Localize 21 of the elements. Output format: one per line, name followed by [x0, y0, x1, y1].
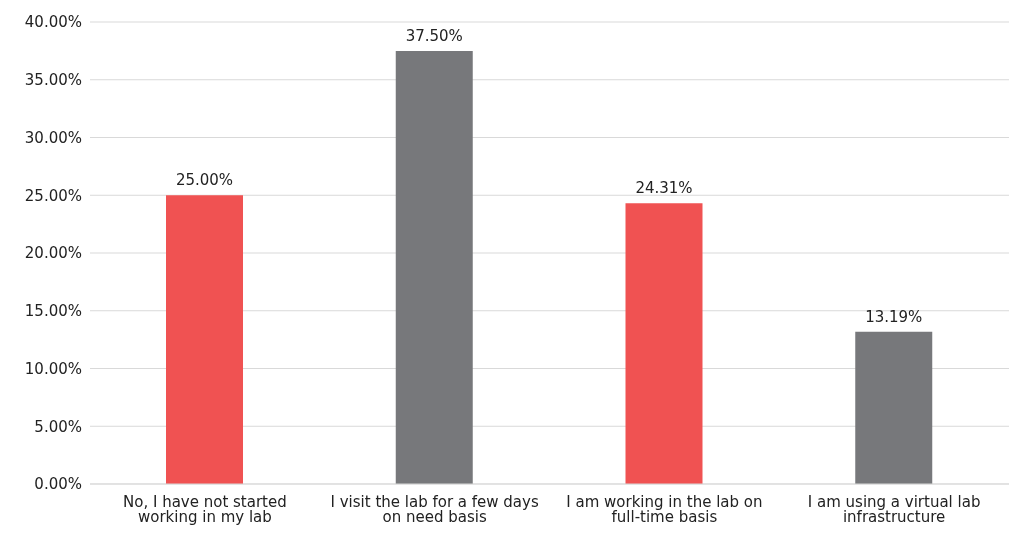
bar	[166, 195, 243, 484]
x-tick-label: I am working in the lab on full-time basis	[566, 492, 763, 526]
data-label: 24.31%	[635, 179, 693, 198]
y-tick-label: 0.00%	[34, 475, 82, 494]
y-tick-label: 15.00%	[24, 302, 82, 321]
bar	[395, 50, 473, 484]
y-tick-label: 35.00%	[24, 71, 82, 90]
data-label: 13.19%	[865, 307, 923, 326]
y-tick-label: 25.00%	[24, 186, 82, 205]
x-tick-label: No, I have not started working in my lab	[123, 492, 287, 526]
data-label: 37.50%	[405, 26, 463, 45]
bar	[855, 331, 933, 484]
data-label: 25.00%	[175, 171, 234, 190]
y-tick-label: 10.00%	[24, 359, 82, 378]
y-tick-label: 20.00%	[24, 244, 82, 263]
y-tick-label: 30.00%	[24, 128, 82, 147]
x-tick-label: I visit the lab for a few days on need basis	[330, 492, 539, 526]
y-tick-label: 40.00%	[24, 13, 82, 32]
y-tick-label: 5.00%	[34, 417, 82, 436]
x-tick-label: I am using a virtual lab infrastructure	[807, 492, 981, 526]
bar	[625, 203, 703, 484]
